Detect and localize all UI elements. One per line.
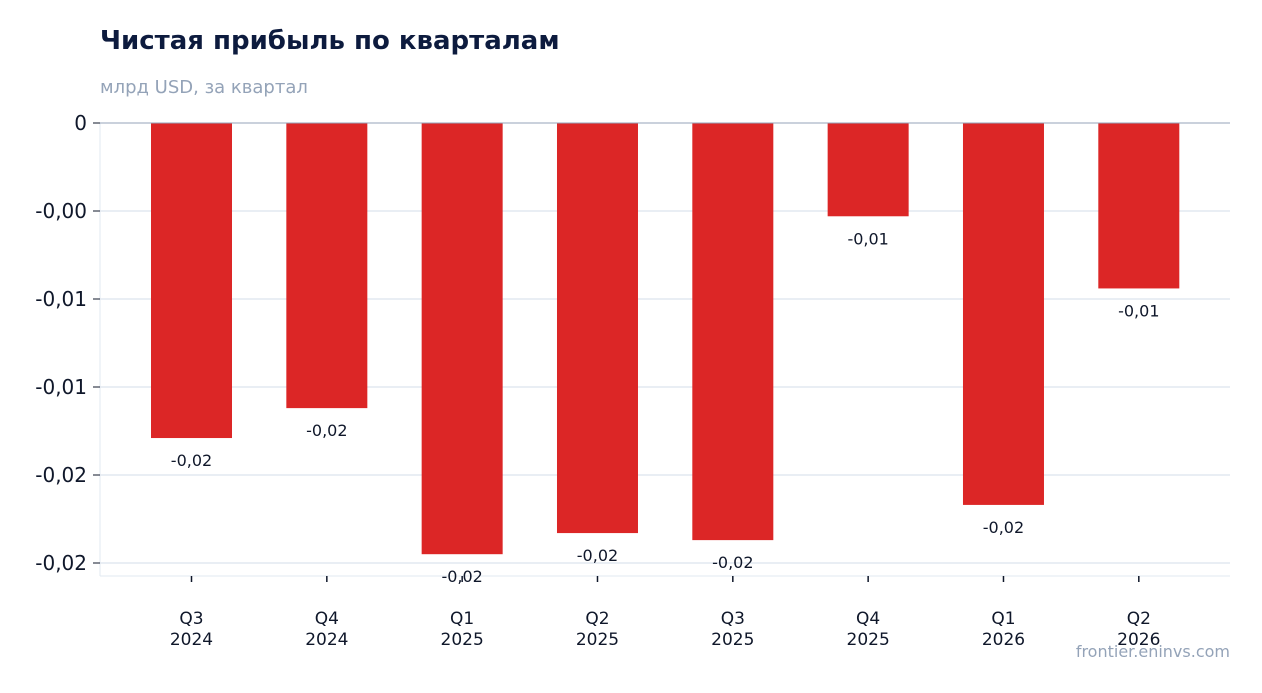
x-tick-label: 2025 (711, 630, 754, 650)
x-tick-label: 2025 (847, 630, 890, 650)
bar (962, 123, 1044, 505)
y-tick-label: -0,01 (35, 287, 87, 311)
y-tick-label: 0 (74, 111, 87, 135)
data-label: -0,02 (712, 553, 753, 572)
data-label: -0,01 (847, 229, 888, 248)
x-tick-label: 2026 (982, 630, 1025, 650)
x-tick-label: 2026 (1117, 630, 1160, 650)
chart-title: Чистая прибыль по кварталам (100, 26, 560, 56)
data-label: -0,02 (983, 518, 1024, 537)
x-tick-label: Q2 (585, 609, 609, 629)
x-tick-label: 2025 (576, 630, 619, 650)
bar (151, 123, 232, 439)
data-label: -0,01 (1118, 301, 1159, 320)
y-tick-label: -0,02 (35, 551, 87, 575)
chart-subtitle: млрд USD, за квартал (100, 77, 308, 98)
x-tick-label: Q2 (1127, 609, 1151, 629)
axes: 0-0,00-0,01-0,01-0,02-0,02Q32024Q42024Q1… (35, 111, 1230, 650)
y-tick-label: -0,00 (35, 199, 87, 223)
bar (286, 123, 368, 409)
x-tick-label: Q1 (450, 609, 474, 629)
data-label: -0,02 (306, 421, 347, 440)
bar (556, 123, 638, 534)
data-labels: -0,02 -0,02 -0,02 -0,02 -0,02 -0,01 -0,02 -0,01 (171, 229, 1160, 586)
bar (421, 123, 503, 555)
data-label: -0,02 (171, 451, 212, 470)
data-label: -0,02 (441, 567, 482, 586)
bar (692, 123, 774, 541)
x-tick-label: Q4 (315, 609, 339, 629)
y-tick-label: -0,01 (35, 375, 87, 399)
x-tick-label: 2025 (441, 630, 484, 650)
x-tick-label: Q4 (856, 609, 880, 629)
x-tick-label: Q3 (179, 609, 203, 629)
x-tick-label: Q3 (721, 609, 745, 629)
bar (827, 123, 909, 217)
x-tick-label: Q1 (991, 609, 1015, 629)
x-tick-label: 2024 (305, 630, 348, 650)
y-tick-label: -0,02 (35, 463, 87, 487)
x-tick-label: 2024 (170, 630, 213, 650)
gridlines (100, 210, 1230, 564)
data-label: -0,02 (577, 546, 618, 565)
bar (1098, 123, 1180, 289)
source-watermark: frontier.eninvs.com (1075, 642, 1230, 661)
bars (151, 123, 1180, 555)
